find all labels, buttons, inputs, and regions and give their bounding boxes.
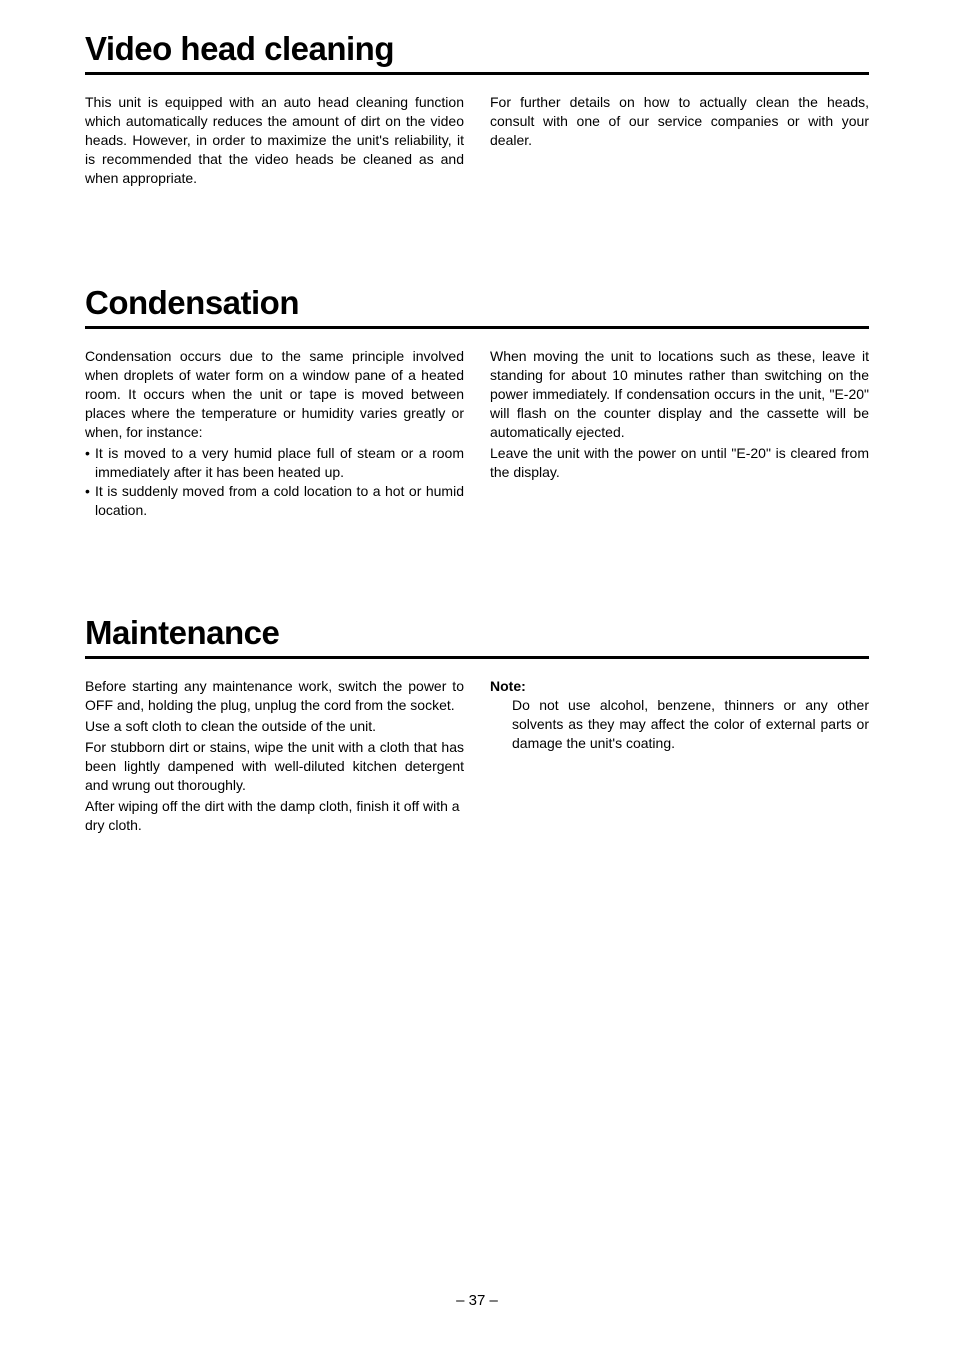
body-text: Condensation occurs due to the same prin… <box>85 347 464 441</box>
body-text: When moving the unit to locations such a… <box>490 347 869 441</box>
body-text: This unit is equipped with an auto head … <box>85 93 464 187</box>
section-title: Maintenance <box>85 614 869 659</box>
bullet-list: It is moved to a very humid place full o… <box>85 444 464 520</box>
body-text: Leave the unit with the power on until "… <box>490 444 869 482</box>
section-maintenance: Maintenance Before starting any maintena… <box>85 614 869 836</box>
section-video-head-cleaning: Video head cleaning This unit is equippe… <box>85 30 869 189</box>
left-column: This unit is equipped with an auto head … <box>85 93 464 189</box>
left-column: Before starting any maintenance work, sw… <box>85 677 464 836</box>
two-column-layout: Condensation occurs due to the same prin… <box>85 347 869 519</box>
body-text: For stubborn dirt or stains, wipe the un… <box>85 738 464 795</box>
right-column: For further details on how to actually c… <box>490 93 869 189</box>
note-label: Note: <box>490 677 869 696</box>
body-text: Use a soft cloth to clean the outside of… <box>85 717 464 736</box>
left-column: Condensation occurs due to the same prin… <box>85 347 464 519</box>
body-text: After wiping off the dirt with the damp … <box>85 797 464 835</box>
body-text: For further details on how to actually c… <box>490 93 869 150</box>
list-item: It is suddenly moved from a cold locatio… <box>85 482 464 520</box>
section-condensation: Condensation Condensation occurs due to … <box>85 284 869 519</box>
section-title: Condensation <box>85 284 869 329</box>
right-column: Note: Do not use alcohol, benzene, thinn… <box>490 677 869 836</box>
page-number: – 37 – <box>0 1292 954 1309</box>
note-text: Do not use alcohol, benzene, thinners or… <box>490 696 869 753</box>
two-column-layout: Before starting any maintenance work, sw… <box>85 677 869 836</box>
body-text: Before starting any maintenance work, sw… <box>85 677 464 715</box>
section-title: Video head cleaning <box>85 30 869 75</box>
two-column-layout: This unit is equipped with an auto head … <box>85 93 869 189</box>
right-column: When moving the unit to locations such a… <box>490 347 869 519</box>
list-item: It is moved to a very humid place full o… <box>85 444 464 482</box>
